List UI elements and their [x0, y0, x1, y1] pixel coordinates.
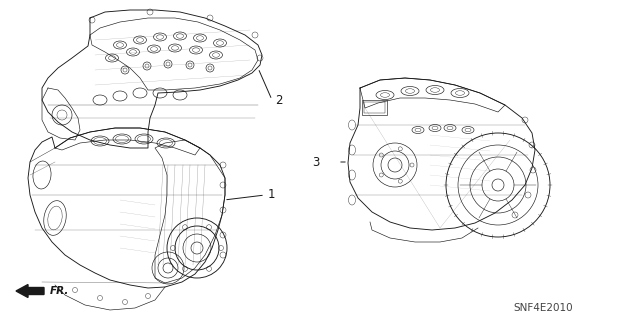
Bar — [364, 102, 385, 113]
Text: 2: 2 — [275, 93, 282, 107]
Text: SNF4E2010: SNF4E2010 — [513, 303, 573, 313]
Text: 3: 3 — [312, 155, 320, 168]
Bar — [362, 100, 387, 115]
FancyArrow shape — [16, 285, 44, 298]
Text: 1: 1 — [268, 189, 275, 202]
Text: FR.: FR. — [50, 286, 69, 296]
